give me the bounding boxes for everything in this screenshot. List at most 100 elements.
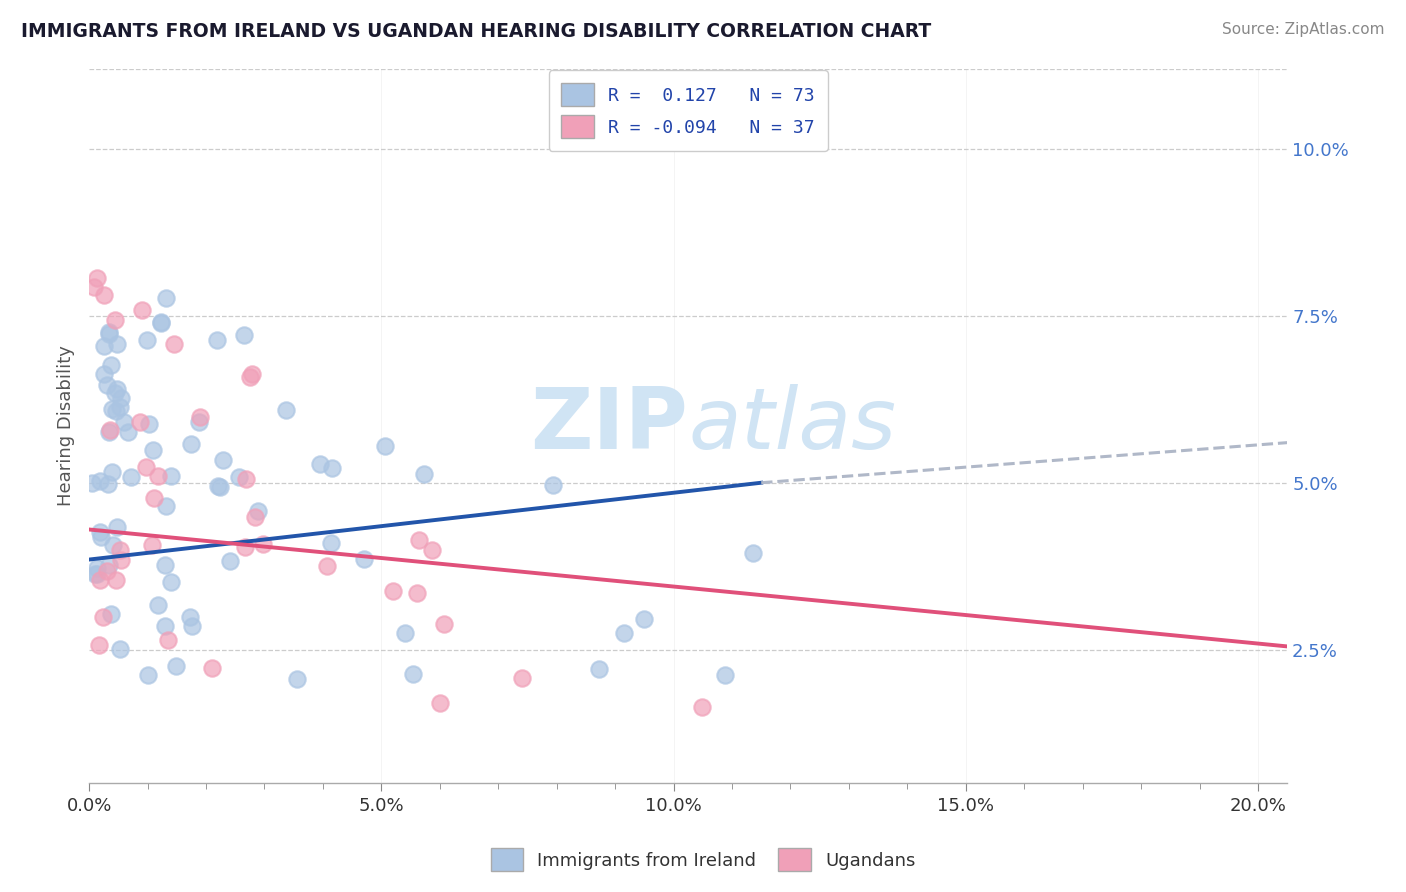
Point [129, 415, 152, 429]
Point [714, 668, 737, 682]
Point [201, 661, 224, 675]
Point [285, 672, 308, 686]
Point [138, 417, 160, 431]
Point [117, 425, 139, 439]
Point [112, 415, 135, 429]
Point [165, 659, 187, 673]
Point [741, 546, 763, 560]
Point [136, 668, 159, 682]
Point [149, 315, 172, 329]
Point [188, 409, 211, 424]
Point [96, 565, 118, 579]
Point [103, 538, 125, 552]
Point [208, 480, 231, 494]
Point [155, 292, 177, 306]
Point [420, 542, 443, 557]
Point [89, 475, 111, 489]
Point [153, 619, 176, 633]
Point [98, 425, 121, 440]
Point [90, 531, 112, 545]
Point [86, 271, 108, 285]
Point [105, 382, 128, 396]
Point [405, 586, 427, 600]
Point [315, 559, 337, 574]
Point [319, 536, 342, 550]
Point [179, 610, 201, 624]
Point [98, 423, 121, 437]
Point [83, 280, 105, 294]
Point [97, 477, 120, 491]
Point [512, 671, 534, 685]
Point [98, 326, 121, 341]
Point [180, 437, 202, 451]
Point [141, 538, 163, 552]
Point [93, 288, 115, 302]
Point [86, 561, 108, 575]
Point [153, 558, 176, 573]
Point [104, 313, 127, 327]
Point [157, 633, 180, 648]
Point [163, 337, 186, 351]
Legend: Immigrants from Ireland, Ugandans: Immigrants from Ireland, Ugandans [484, 841, 922, 879]
Point [247, 504, 270, 518]
Point [228, 470, 250, 484]
Text: IMMIGRANTS FROM IRELAND VS UGANDAN HEARING DISABILITY CORRELATION CHART: IMMIGRANTS FROM IRELAND VS UGANDAN HEARI… [21, 22, 931, 41]
Point [108, 641, 131, 656]
Point [110, 391, 132, 405]
Point [155, 499, 177, 513]
Point [136, 333, 159, 347]
Point [613, 626, 636, 640]
Point [93, 367, 115, 381]
Point [131, 303, 153, 318]
Point [82, 476, 104, 491]
Point [690, 699, 713, 714]
Text: ZIP: ZIP [530, 384, 688, 467]
Point [243, 510, 266, 524]
Point [86, 567, 108, 582]
Point [188, 415, 211, 429]
Y-axis label: Hearing Disability: Hearing Disability [58, 345, 75, 507]
Point [633, 612, 655, 626]
Point [353, 551, 375, 566]
Point [110, 553, 132, 567]
Point [142, 491, 165, 506]
Point [181, 618, 204, 632]
Point [233, 540, 256, 554]
Point [97, 326, 120, 340]
Point [212, 453, 235, 467]
Point [541, 477, 564, 491]
Point [219, 554, 242, 568]
Point [142, 442, 165, 457]
Point [588, 662, 610, 676]
Point [105, 573, 128, 587]
Point [100, 401, 122, 416]
Point [321, 460, 343, 475]
Point [429, 696, 451, 710]
Point [205, 333, 228, 347]
Point [100, 358, 122, 372]
Point [89, 638, 111, 652]
Text: Source: ZipAtlas.com: Source: ZipAtlas.com [1222, 22, 1385, 37]
Point [207, 479, 229, 493]
Point [104, 386, 127, 401]
Point [394, 626, 416, 640]
Point [120, 470, 142, 484]
Point [235, 472, 257, 486]
Point [146, 598, 169, 612]
Point [252, 537, 274, 551]
Point [108, 542, 131, 557]
Point [89, 573, 111, 587]
Point [105, 404, 128, 418]
Point [100, 607, 122, 621]
Point [108, 400, 131, 414]
Point [239, 370, 262, 384]
Legend: R =  0.127   N = 73, R = -0.094   N = 37: R = 0.127 N = 73, R = -0.094 N = 37 [548, 70, 828, 151]
Point [98, 558, 121, 573]
Text: atlas: atlas [688, 384, 896, 467]
Point [135, 459, 157, 474]
Point [413, 467, 436, 482]
Point [240, 368, 263, 382]
Point [308, 457, 330, 471]
Point [96, 378, 118, 392]
Point [100, 465, 122, 479]
